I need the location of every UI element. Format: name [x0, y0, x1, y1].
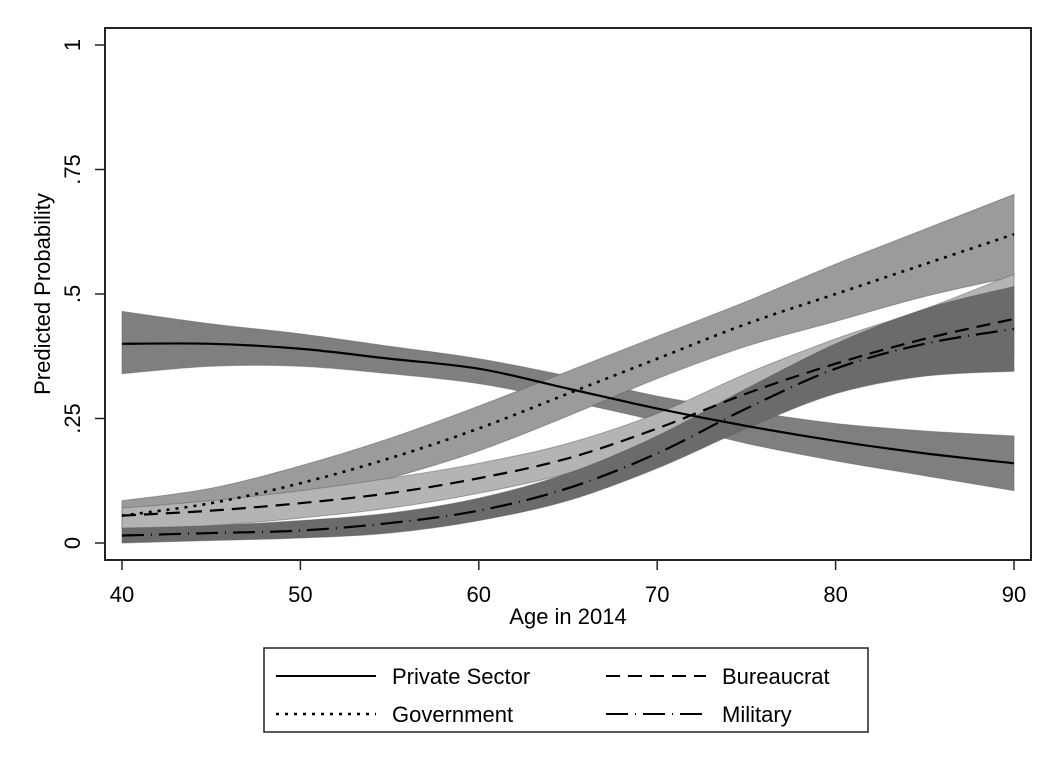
series-line-government — [121, 233, 1015, 517]
x-tick-label: 60 — [467, 582, 491, 607]
y-tick-label: .5 — [60, 285, 85, 303]
y-tick-label: 0 — [60, 537, 85, 549]
y-tick-label: .75 — [60, 154, 85, 185]
legend-item-government: Government — [276, 702, 513, 727]
legend: Private Sector Government Bureaucrat Milita… — [263, 647, 869, 733]
y-tick-label: .25 — [60, 403, 85, 434]
x-tick-label: 40 — [110, 582, 134, 607]
series-line-bureaucrat — [121, 317, 1015, 517]
x-tick-label: 70 — [645, 582, 669, 607]
legend-label-bureaucrat: Bureaucrat — [722, 664, 830, 689]
legend-box — [263, 647, 869, 733]
x-tick-label: 90 — [1002, 582, 1026, 607]
confidence-bands — [121, 193, 1015, 544]
legend-label-government: Government — [392, 702, 513, 727]
legend-label-private-sector: Private Sector — [392, 664, 530, 689]
x-axis-label: Age in 2014 — [509, 604, 626, 629]
series-line-military — [121, 327, 1015, 537]
series-lines — [121, 233, 1015, 537]
legend-item-private-sector: Private Sector — [276, 664, 530, 689]
y-axis-label: Predicted Probability — [30, 193, 55, 395]
legend-item-bureaucrat: Bureaucrat — [606, 664, 830, 689]
legend-item-military: Military — [606, 702, 792, 727]
series-line-private-sector — [121, 342, 1015, 465]
y-tick-label: 1 — [60, 39, 85, 51]
legend-label-military: Military — [722, 702, 792, 727]
x-tick-label: 50 — [288, 582, 312, 607]
x-tick-label: 80 — [823, 582, 847, 607]
axes: 0 .25 .5 .75 1 40 50 60 70 80 90 — [60, 27, 1032, 607]
